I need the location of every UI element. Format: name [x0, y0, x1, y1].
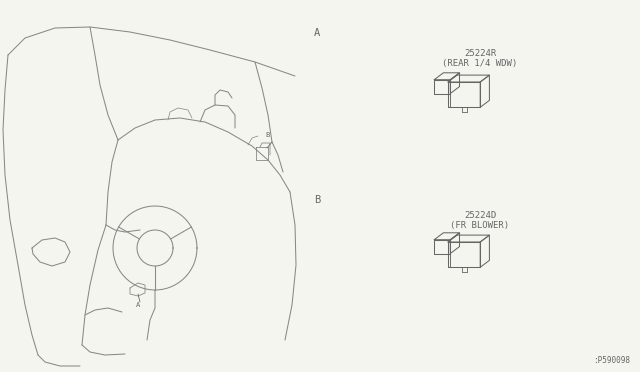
Text: B: B [265, 132, 269, 138]
Text: A: A [136, 302, 140, 308]
Text: B: B [314, 195, 320, 205]
Text: A: A [314, 28, 320, 38]
Text: 25224D: 25224D [464, 211, 496, 220]
Text: (FR BLOWER): (FR BLOWER) [451, 221, 509, 230]
Text: (REAR 1/4 WDW): (REAR 1/4 WDW) [442, 59, 518, 68]
Text: :P590098: :P590098 [593, 356, 630, 365]
Text: 25224R: 25224R [464, 49, 496, 58]
